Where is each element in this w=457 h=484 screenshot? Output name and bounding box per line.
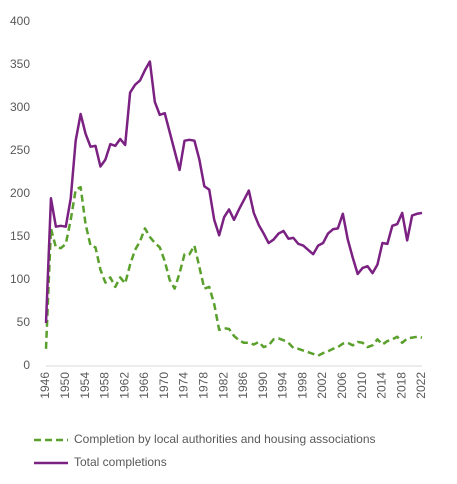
- y-tick-label: 150: [10, 229, 30, 243]
- legend-label: Total completions: [74, 455, 167, 469]
- series-line: [44, 60, 423, 324]
- x-tick-label: 1966: [137, 372, 151, 399]
- x-tick-label: 1950: [58, 372, 72, 399]
- y-tick-label: 300: [10, 100, 30, 114]
- x-tick-label: 2006: [335, 372, 349, 399]
- x-tick-label: 1974: [177, 372, 191, 399]
- y-tick-label: 0: [23, 358, 30, 372]
- x-tick-label: 1978: [196, 372, 210, 399]
- series-line: [44, 185, 423, 357]
- y-tick-label: 50: [17, 315, 31, 329]
- x-tick-label: 1982: [216, 372, 230, 399]
- x-tick-label: 2022: [414, 372, 428, 399]
- y-tick-label: 250: [10, 143, 30, 157]
- y-tick-label: 200: [10, 186, 30, 200]
- legend-label: Completion by local authorities and hous…: [74, 432, 376, 446]
- x-tick-label: 1970: [157, 372, 171, 399]
- x-tick-label: 1946: [38, 372, 52, 399]
- x-tick-label: 1998: [295, 372, 309, 399]
- x-tick-label: 2010: [355, 372, 369, 399]
- x-tick-label: 2018: [394, 372, 408, 399]
- x-tick-label: 1994: [276, 372, 290, 399]
- x-tick-label: 1990: [256, 372, 270, 399]
- x-tick-label: 2002: [315, 372, 329, 399]
- x-tick-label: 1954: [78, 372, 92, 399]
- y-tick-label: 350: [10, 57, 30, 71]
- y-tick-label: 400: [10, 14, 30, 28]
- x-tick-label: 1958: [98, 372, 112, 399]
- x-tick-label: 1986: [236, 372, 250, 399]
- x-tick-label: 2014: [375, 372, 389, 399]
- x-tick-label: 1962: [117, 372, 131, 399]
- y-tick-label: 100: [10, 272, 30, 286]
